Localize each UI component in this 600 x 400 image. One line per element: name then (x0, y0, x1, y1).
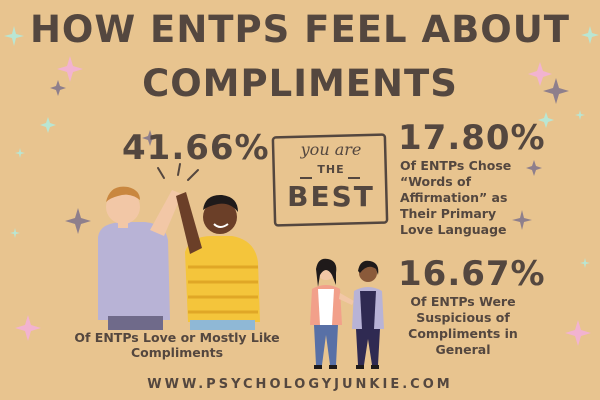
high-five-illustration (98, 163, 260, 330)
sparkle-icon (565, 320, 591, 346)
stat-text-love: Of ENTPs Love or Mostly Like Compliments (74, 330, 280, 360)
two-women-illustration (310, 258, 384, 369)
you-are-the-best-sign (271, 133, 389, 227)
sparkle-icon (65, 208, 91, 234)
stat-text-words-of-affirmation: Of ENTPs Chose “Words of Affirmation” as… (400, 158, 512, 237)
sparkle-icon (526, 160, 542, 176)
sparkle-icon (15, 315, 41, 341)
sparkle-icon (580, 258, 590, 268)
sparkle-icon (4, 26, 24, 46)
sign-line-you-are: you are (300, 140, 362, 159)
stat-percent-suspicious: 16.67% (398, 254, 546, 294)
sparkle-icon (528, 62, 552, 86)
sparkle-icon (50, 80, 66, 96)
sparkle-icon (40, 117, 56, 133)
sparkle-icon (581, 26, 599, 44)
sparkle-icon (512, 210, 532, 230)
sparkle-icon (57, 56, 83, 82)
sparkle-icon (543, 78, 569, 104)
sparkle-icon (10, 228, 20, 238)
sparkle-icon (142, 130, 158, 146)
footer-url[interactable]: WWW.PSYCHOLOGYJUNKIE.COM (147, 377, 453, 392)
sign-line-best: BEST (287, 180, 375, 213)
stat-percent-love: 41.66% (122, 128, 270, 168)
page-title-line-2: COMPLIMENTS (142, 62, 458, 105)
sparkle-icon (15, 148, 25, 158)
sparkle-icon (538, 112, 554, 128)
sparkle-icon (575, 110, 585, 120)
page-title: HOW ENTPS FEEL ABOUT (29, 8, 571, 51)
stat-percent-words-of-affirmation: 17.80% (398, 118, 546, 158)
stat-text-suspicious: Of ENTPs Were Suspicious of Compliments … (408, 294, 518, 357)
sign-line-the: THE (317, 163, 345, 176)
